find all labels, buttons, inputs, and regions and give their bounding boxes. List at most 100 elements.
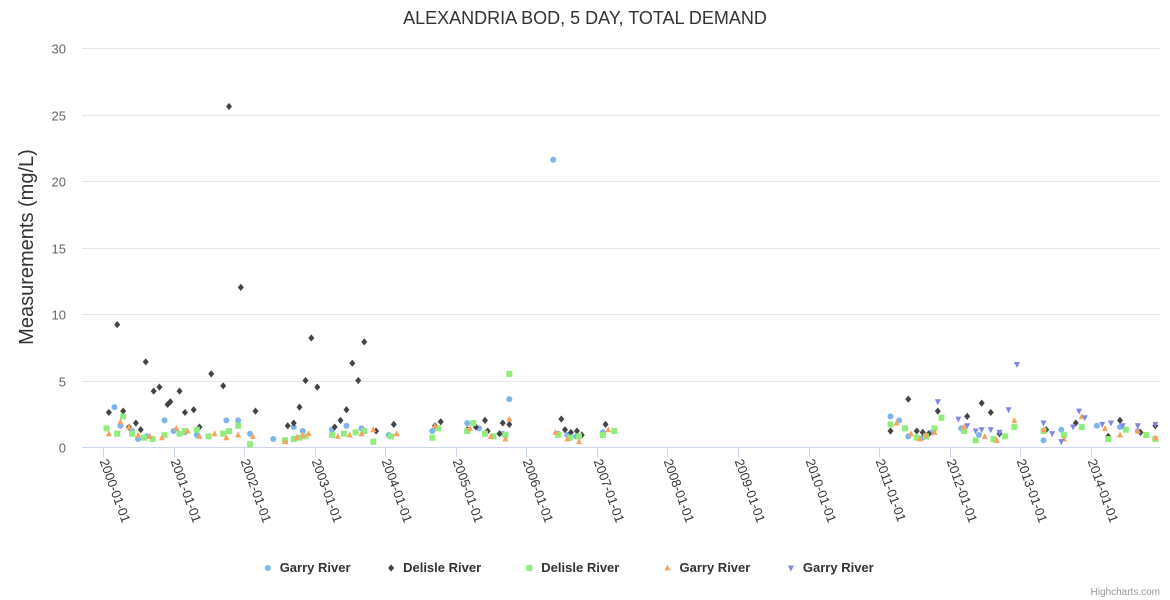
legend-item[interactable]: Garry River xyxy=(664,560,751,575)
data-point[interactable] xyxy=(114,430,121,437)
data-point[interactable] xyxy=(223,434,230,441)
data-point[interactable] xyxy=(349,359,356,367)
data-point[interactable] xyxy=(226,102,233,111)
data-point[interactable] xyxy=(558,415,565,423)
data-point[interactable] xyxy=(393,430,400,437)
data-point[interactable] xyxy=(142,358,149,366)
data-point[interactable] xyxy=(343,422,350,429)
data-point[interactable] xyxy=(605,426,612,433)
data-point[interactable] xyxy=(226,428,233,435)
data-point[interactable] xyxy=(190,406,197,414)
data-point[interactable] xyxy=(117,418,124,425)
data-point[interactable] xyxy=(120,413,127,420)
data-point[interactable] xyxy=(252,407,259,415)
data-point[interactable] xyxy=(370,438,377,445)
data-point[interactable] xyxy=(567,428,574,436)
data-point[interactable] xyxy=(1076,408,1083,415)
data-point[interactable] xyxy=(235,422,242,429)
data-point[interactable] xyxy=(358,430,365,437)
data-point[interactable] xyxy=(1134,427,1141,434)
data-point[interactable] xyxy=(506,420,513,428)
data-point[interactable] xyxy=(934,399,941,406)
data-point[interactable] xyxy=(141,434,148,441)
data-point[interactable] xyxy=(561,426,568,434)
data-point[interactable] xyxy=(290,419,297,427)
data-point[interactable] xyxy=(355,376,362,385)
data-point[interactable] xyxy=(299,431,306,438)
data-point[interactable] xyxy=(1049,431,1056,438)
data-point[interactable] xyxy=(437,418,444,426)
data-point[interactable] xyxy=(235,417,242,424)
data-point[interactable] xyxy=(1058,439,1065,446)
data-point[interactable] xyxy=(1040,437,1047,444)
data-point[interactable] xyxy=(887,427,894,435)
data-point[interactable] xyxy=(196,432,203,439)
data-point[interactable] xyxy=(167,398,174,406)
data-point[interactable] xyxy=(1002,433,1009,440)
data-point[interactable] xyxy=(934,407,941,415)
data-point[interactable] xyxy=(220,382,227,390)
data-point[interactable] xyxy=(1117,431,1124,438)
data-point[interactable] xyxy=(314,383,321,391)
data-point[interactable] xyxy=(284,422,291,430)
data-point[interactable] xyxy=(235,431,242,438)
data-point[interactable] xyxy=(390,420,397,428)
data-point[interactable] xyxy=(1117,416,1124,424)
data-point[interactable] xyxy=(135,431,142,438)
data-point[interactable] xyxy=(302,433,309,440)
data-point[interactable] xyxy=(237,283,244,291)
data-point[interactable] xyxy=(955,416,962,423)
data-point[interactable] xyxy=(340,430,347,437)
data-point[interactable] xyxy=(502,435,509,442)
data-point[interactable] xyxy=(1040,426,1047,433)
data-point[interactable] xyxy=(431,422,438,429)
legend-item[interactable]: Garry River xyxy=(264,560,351,575)
data-point[interactable] xyxy=(370,426,377,433)
data-point[interactable] xyxy=(1060,432,1067,439)
data-point[interactable] xyxy=(996,429,1003,436)
data-point[interactable] xyxy=(173,424,180,431)
data-point[interactable] xyxy=(1143,432,1150,439)
data-point[interactable] xyxy=(270,436,277,443)
data-point[interactable] xyxy=(555,432,562,439)
data-point[interactable] xyxy=(987,427,994,434)
data-point[interactable] xyxy=(1107,420,1114,427)
data-point[interactable] xyxy=(208,370,215,378)
data-point[interactable] xyxy=(896,417,903,424)
data-point[interactable] xyxy=(506,396,513,403)
data-point[interactable] xyxy=(464,420,471,427)
data-point[interactable] xyxy=(481,416,488,424)
data-point[interactable] xyxy=(282,438,289,445)
data-point[interactable] xyxy=(334,432,341,439)
data-point[interactable] xyxy=(506,415,513,422)
data-point[interactable] xyxy=(429,428,436,435)
data-point[interactable] xyxy=(1005,407,1012,414)
data-point[interactable] xyxy=(1011,424,1018,431)
data-point[interactable] xyxy=(599,432,606,439)
data-point[interactable] xyxy=(352,429,359,436)
data-point[interactable] xyxy=(343,406,350,414)
data-point[interactable] xyxy=(105,430,112,437)
data-point[interactable] xyxy=(158,434,165,441)
data-point[interactable] xyxy=(913,434,920,441)
data-point[interactable] xyxy=(960,428,967,435)
data-point[interactable] xyxy=(887,421,894,428)
data-point[interactable] xyxy=(552,428,559,435)
data-point[interactable] xyxy=(305,430,312,437)
data-point[interactable] xyxy=(331,423,338,431)
data-point[interactable] xyxy=(905,395,912,403)
data-point[interactable] xyxy=(150,387,157,395)
data-point[interactable] xyxy=(566,434,573,441)
data-point[interactable] xyxy=(499,419,506,427)
data-point[interactable] xyxy=(184,427,191,434)
data-point[interactable] xyxy=(290,424,297,431)
data-point[interactable] xyxy=(211,430,218,437)
data-point[interactable] xyxy=(496,430,503,438)
data-point[interactable] xyxy=(147,432,154,439)
data-point[interactable] xyxy=(223,417,230,424)
data-point[interactable] xyxy=(576,433,583,440)
data-point[interactable] xyxy=(1105,436,1112,443)
data-point[interactable] xyxy=(435,425,442,432)
data-point[interactable] xyxy=(290,436,297,443)
data-point[interactable] xyxy=(913,427,920,435)
